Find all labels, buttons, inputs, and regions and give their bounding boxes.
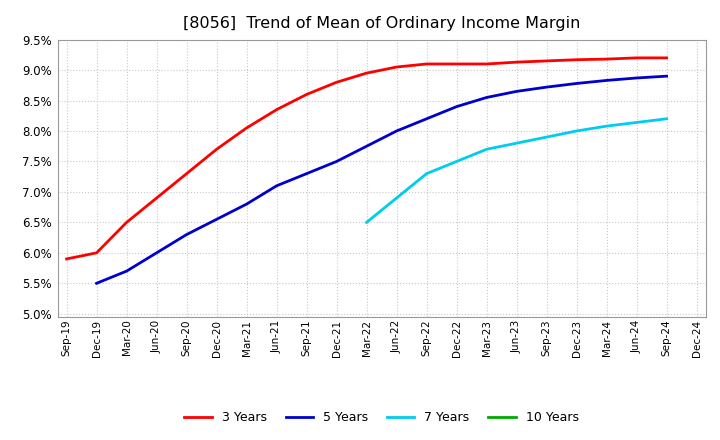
Legend: 3 Years, 5 Years, 7 Years, 10 Years: 3 Years, 5 Years, 7 Years, 10 Years <box>179 406 584 429</box>
Title: [8056]  Trend of Mean of Ordinary Income Margin: [8056] Trend of Mean of Ordinary Income … <box>183 16 580 32</box>
